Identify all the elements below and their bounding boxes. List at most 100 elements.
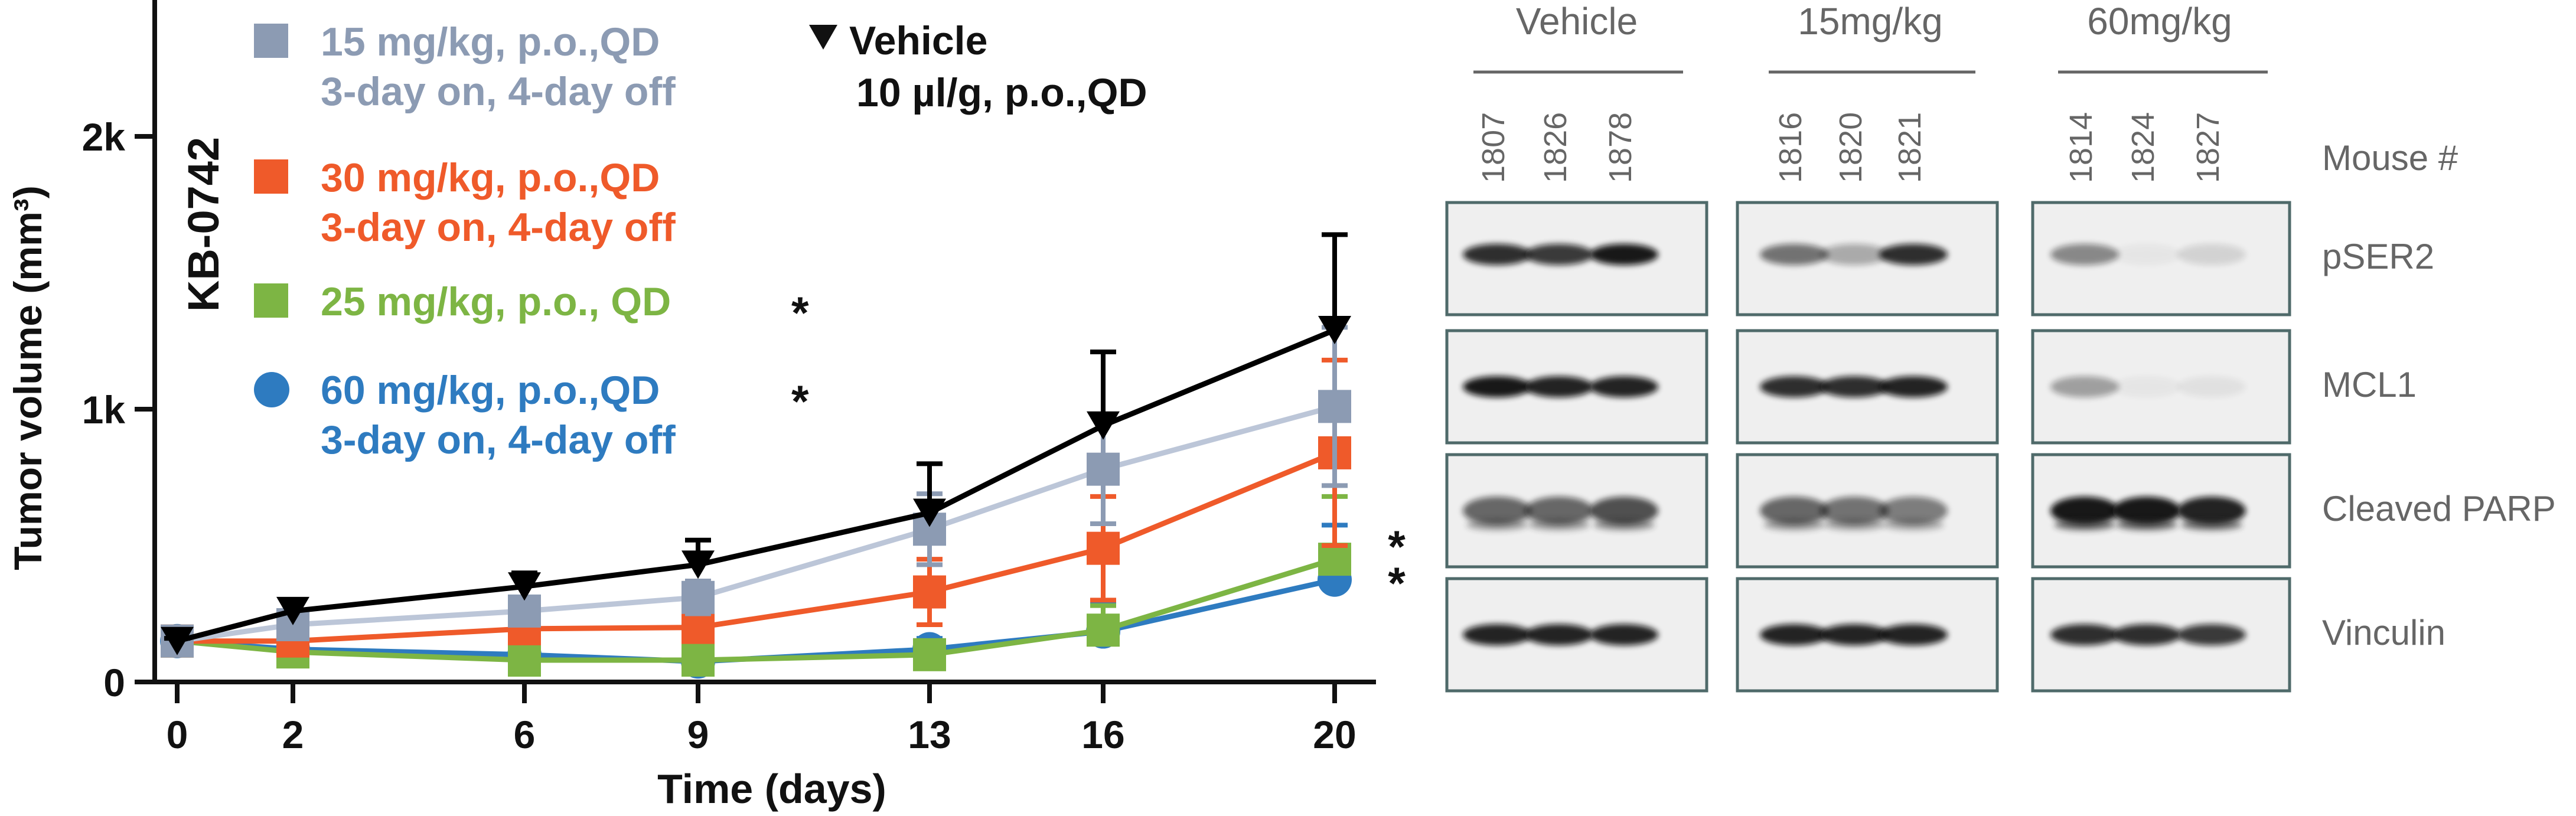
mouse-label: Mouse #: [2322, 138, 2458, 178]
data-point: [161, 626, 194, 655]
data-point: [276, 596, 309, 625]
blot-row-label: Vinculin: [2322, 613, 2445, 652]
mouse-number: 1826: [1538, 112, 1573, 183]
blot-band: [1525, 376, 1593, 397]
blot-band: [1879, 497, 1948, 525]
x-tick-label: 2: [282, 713, 304, 756]
legend-marker: [254, 283, 288, 318]
blot-group-label: Vehicle: [1516, 0, 1638, 43]
blot-band: [1466, 519, 1528, 531]
blot-band: [1820, 376, 1889, 397]
blot-band: [2177, 624, 2246, 645]
blot-band: [1590, 244, 1658, 265]
blot-band: [1760, 497, 1828, 525]
chart-series: **: [160, 232, 1406, 679]
data-point: [1087, 531, 1120, 565]
data-point: [913, 498, 946, 527]
chart-legend: 15 mg/kg, p.o.,QD 3-day on, 4-day off 30 m…: [254, 18, 1147, 462]
data-point: [1087, 411, 1120, 440]
legend-label-line2: 10 µl/g, p.o.,QD: [856, 70, 1147, 115]
x-tick-label: 16: [1081, 713, 1124, 756]
x-tick-label: 6: [514, 713, 536, 756]
data-point: [913, 575, 946, 609]
blot-band: [2054, 519, 2115, 531]
blot-band: [1763, 519, 1825, 531]
blot-band: [1590, 624, 1658, 645]
legend-label: 60 mg/kg, p.o.,QD: [321, 368, 660, 413]
blot-band: [1879, 624, 1948, 645]
data-point: [1318, 543, 1351, 576]
data-point: [508, 644, 541, 677]
legend-label-line2: 3-day on, 4-day off: [321, 205, 676, 250]
blot-band: [2112, 244, 2181, 265]
data-point: [1318, 316, 1351, 345]
blot-band: [1824, 519, 1885, 531]
blot-band: [1463, 244, 1531, 265]
y-tick-label: 0: [103, 661, 125, 704]
blot-band: [1879, 376, 1948, 397]
significance-asterisk: *: [1388, 522, 1406, 572]
blot-band: [2112, 497, 2181, 525]
legend-marker: [254, 159, 288, 194]
blot-band: [2112, 624, 2181, 645]
mouse-number: 1878: [1603, 112, 1638, 183]
blot-row-label: pSER2: [2322, 237, 2434, 276]
blot-band: [2050, 624, 2119, 645]
y-axis-label: Tumor volume (mm³): [6, 185, 50, 570]
mouse-number: 1821: [1892, 112, 1928, 183]
significance-asterisk: *: [1388, 559, 1406, 609]
y-tick-label: 2k: [82, 115, 126, 159]
blot-band: [1525, 624, 1593, 645]
blot-band: [1525, 244, 1593, 265]
blot-band: [1820, 244, 1889, 265]
blot-band: [1525, 497, 1593, 525]
legend-significance: *: [791, 288, 809, 338]
data-point: [508, 572, 541, 601]
blot-band: [1463, 376, 1531, 397]
mouse-number: 1816: [1773, 112, 1808, 183]
blot-band: [1883, 519, 1944, 531]
data-point: [682, 580, 715, 614]
data-point: [682, 644, 715, 677]
blot-band: [2116, 519, 2177, 531]
blot-band: [1879, 244, 1948, 265]
mouse-number: 1827: [2190, 112, 2226, 183]
blot-band: [2112, 376, 2181, 397]
mouse-number: 1824: [2125, 112, 2161, 183]
legend-marker: [809, 25, 837, 50]
blot-content: Vehicle 1807 1826 1878 15mg/kg 1816 1820 1821 60…: [1445, 0, 2556, 693]
data-point: [1318, 390, 1351, 423]
x-axis-label: Time (days): [657, 766, 886, 812]
blot-band: [2177, 376, 2246, 397]
model-label: KB-0742: [179, 137, 228, 312]
chart-axes: 0 1k 2k 0 2 6 9 13 16 20: [82, 0, 1376, 756]
blot-band: [1593, 519, 1655, 531]
blot-band: [2177, 244, 2246, 265]
legend-label: 25 mg/kg, p.o., QD: [321, 279, 671, 324]
legend-label-line2: 3-day on, 4-day off: [321, 417, 676, 462]
blot-row-label: Cleaved PARP: [2322, 489, 2556, 528]
blot-group-label: 60mg/kg: [2087, 0, 2232, 43]
blot-row-label: MCL1: [2322, 365, 2417, 404]
legend-label-line2: 3-day on, 4-day off: [321, 69, 676, 114]
blot-band: [2050, 497, 2119, 525]
mouse-number: 1820: [1833, 112, 1869, 183]
legend-label: Vehicle: [849, 18, 987, 63]
series-line: [177, 556, 1336, 663]
blot-band: [2177, 497, 2246, 525]
legend-marker: [254, 372, 289, 407]
x-tick-label: 9: [687, 713, 709, 756]
blot-band: [1760, 624, 1828, 645]
data-point: [682, 550, 715, 579]
blot-band: [2050, 376, 2119, 397]
blot-band: [1463, 624, 1531, 645]
data-point: [682, 611, 715, 644]
mouse-number: 1814: [2063, 112, 2099, 183]
blot-band: [1820, 497, 1889, 525]
blot-band: [1590, 497, 1658, 525]
blot-band: [1760, 376, 1828, 397]
x-tick-label: 20: [1313, 713, 1356, 756]
blot-band: [1820, 624, 1889, 645]
